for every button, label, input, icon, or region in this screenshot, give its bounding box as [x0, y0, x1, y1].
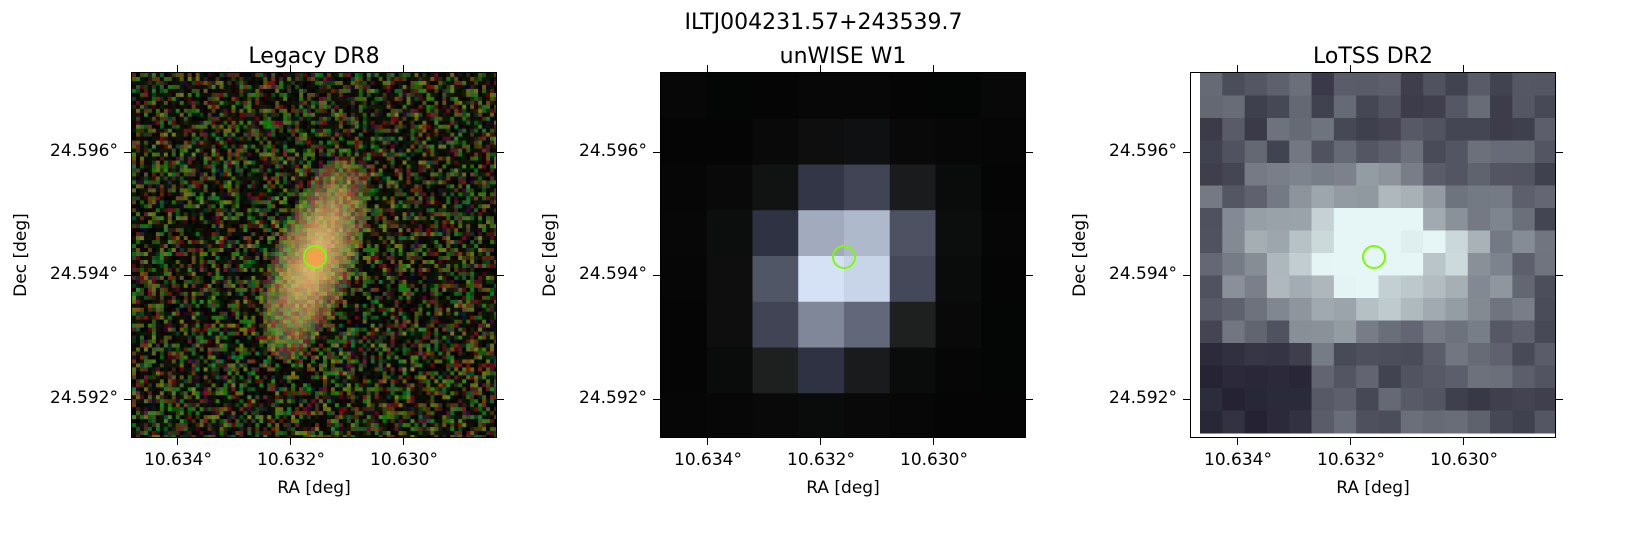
figure-title: ILTJ004231.57+243539.7 — [684, 10, 963, 35]
x-tick — [1350, 65, 1352, 72]
source-position-marker — [303, 245, 327, 269]
y-tick — [1026, 275, 1033, 277]
source-position-marker — [1362, 245, 1386, 269]
x-axis-label: RA [deg] — [277, 478, 351, 498]
y-tick-label: 24.594° — [1109, 264, 1177, 284]
y-tick — [497, 399, 504, 401]
x-tick — [707, 438, 709, 445]
panel-title: LoTSS DR2 — [1313, 44, 1433, 69]
y-tick-label: 24.592° — [579, 388, 647, 408]
panel-legacy-dr8: Legacy DR8 10.634° 10.632° 10.630° 24.59… — [0, 0, 560, 539]
optical-image — [132, 73, 496, 437]
y-tick — [1183, 152, 1190, 154]
x-tick — [820, 438, 822, 445]
y-tick — [1026, 399, 1033, 401]
y-tick-label: 24.592° — [1109, 388, 1177, 408]
x-tick — [1350, 438, 1352, 445]
infrared-image — [661, 73, 1025, 437]
image-legacy-dr8 — [131, 72, 497, 438]
y-tick — [1556, 152, 1563, 154]
y-tick-label: 24.594° — [579, 264, 647, 284]
x-tick — [1463, 438, 1465, 445]
y-tick — [1556, 275, 1563, 277]
y-tick — [1183, 399, 1190, 401]
y-tick — [497, 275, 504, 277]
y-tick-label: 24.592° — [50, 388, 118, 408]
y-tick — [124, 275, 131, 277]
source-position-marker — [832, 245, 856, 269]
x-tick — [933, 65, 935, 72]
x-tick — [177, 438, 179, 445]
panel-lotss-dr2: LoTSS DR2 10.634° 10.632° 10.630° 24.596… — [1060, 0, 1620, 539]
y-tick-label: 24.596° — [1109, 141, 1177, 161]
y-tick — [653, 275, 660, 277]
y-axis-label: Dec [deg] — [1070, 213, 1090, 297]
y-tick-label: 24.594° — [50, 264, 118, 284]
x-tick-label: 10.632° — [1317, 450, 1385, 470]
x-tick-label: 10.632° — [787, 450, 855, 470]
x-tick-label: 10.630° — [1430, 450, 1498, 470]
x-axis-label: RA [deg] — [806, 478, 880, 498]
y-tick — [124, 152, 131, 154]
x-tick — [403, 65, 405, 72]
y-tick — [1183, 275, 1190, 277]
x-tick — [290, 65, 292, 72]
galaxy-core — [306, 248, 324, 266]
x-axis-label: RA [deg] — [1336, 478, 1410, 498]
image-lotss-dr2 — [1190, 72, 1556, 438]
x-tick — [290, 438, 292, 445]
image-unwise-w1 — [660, 72, 1026, 438]
x-tick-label: 10.630° — [370, 450, 438, 470]
y-axis-label: Dec [deg] — [11, 213, 31, 297]
y-tick — [1556, 399, 1563, 401]
x-tick — [177, 65, 179, 72]
x-tick — [820, 65, 822, 72]
x-tick-label: 10.634° — [144, 450, 212, 470]
x-tick — [1237, 438, 1239, 445]
panel-title: Legacy DR8 — [248, 44, 380, 69]
x-tick — [933, 438, 935, 445]
panel-title: unWISE W1 — [779, 44, 907, 69]
radio-image — [1191, 73, 1555, 437]
y-axis-label: Dec [deg] — [540, 213, 560, 297]
x-tick — [1463, 65, 1465, 72]
y-tick — [653, 399, 660, 401]
panel-unwise-w1: unWISE W1 10.634° 10.632° 10.630° 24.596… — [530, 0, 1090, 539]
y-tick — [653, 152, 660, 154]
x-tick-label: 10.634° — [674, 450, 742, 470]
y-tick-label: 24.596° — [579, 141, 647, 161]
x-tick — [403, 438, 405, 445]
x-tick — [1237, 65, 1239, 72]
x-tick-label: 10.630° — [900, 450, 968, 470]
x-tick-label: 10.634° — [1204, 450, 1272, 470]
x-tick — [707, 65, 709, 72]
y-tick-label: 24.596° — [50, 141, 118, 161]
y-tick — [124, 399, 131, 401]
y-tick — [1026, 152, 1033, 154]
x-tick-label: 10.632° — [257, 450, 325, 470]
y-tick — [497, 152, 504, 154]
